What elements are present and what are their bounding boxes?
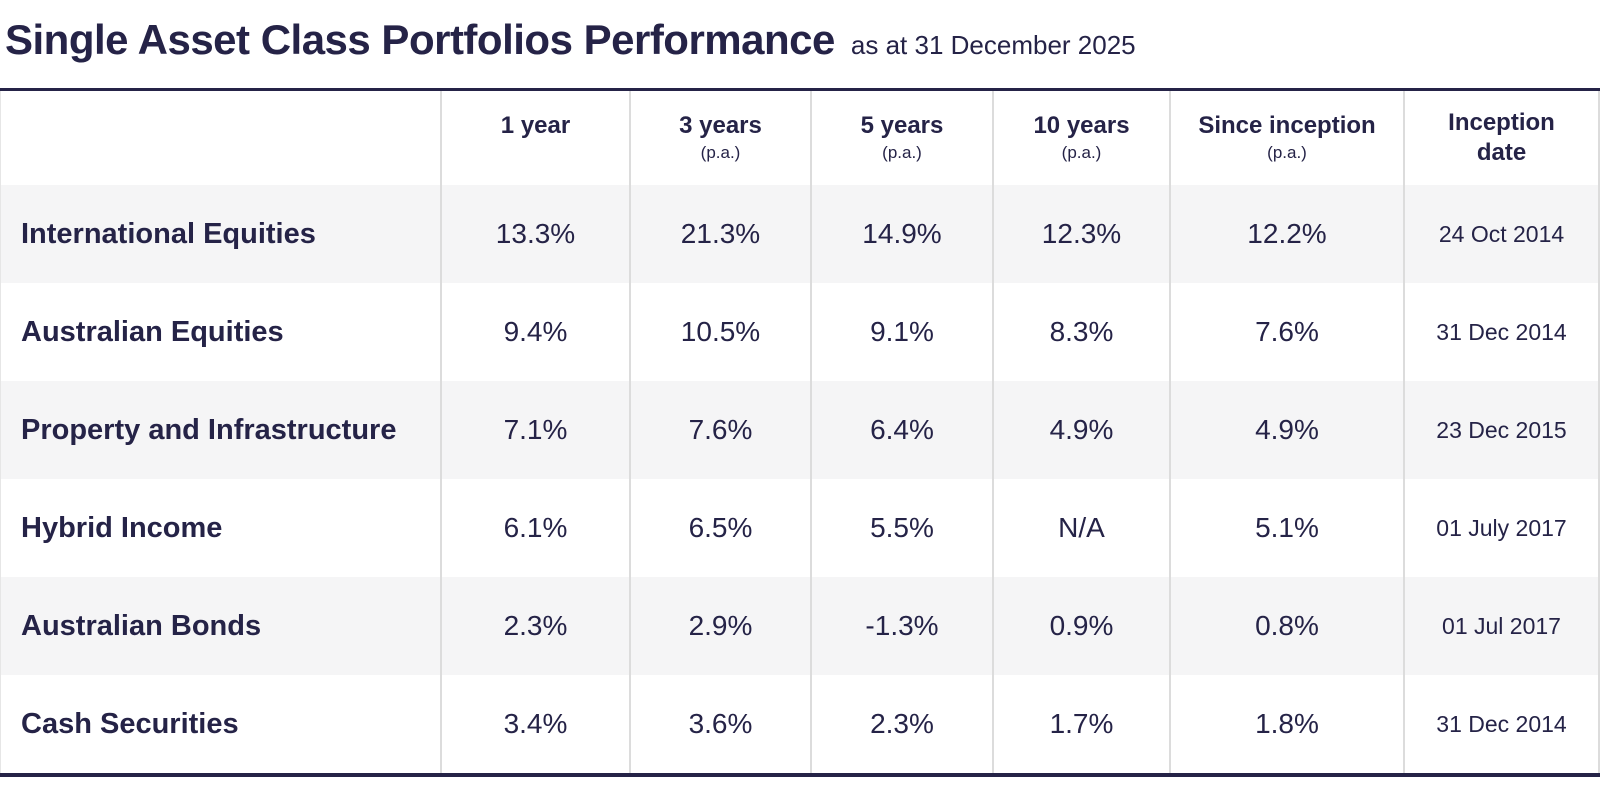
- as-at-date: as at 31 December 2025: [850, 30, 1136, 60]
- performance-value: 3.6%: [629, 675, 810, 773]
- header-cell-since-inception: Since inception (p.a.): [1169, 91, 1403, 185]
- table-row: Cash Securities 3.4% 3.6% 2.3% 1.7% 1.8% 31 De…: [0, 675, 1600, 773]
- column-header-sub: (p.a.): [700, 143, 741, 162]
- inception-date: 01 Jul 2017: [1403, 577, 1600, 675]
- performance-value: 4.9%: [992, 381, 1169, 479]
- column-header-label: 10 years: [1033, 112, 1130, 139]
- header-cell-1-year: 1 year: [440, 91, 629, 185]
- performance-value: 2.9%: [629, 577, 810, 675]
- portfolio-name: Property and Infrastructure: [0, 381, 440, 479]
- inception-date: 23 Dec 2015: [1403, 381, 1600, 479]
- performance-value: 6.1%: [440, 479, 629, 577]
- portfolio-name: International Equities: [0, 185, 440, 283]
- header-cell-5-years: 5 years (p.a.): [810, 91, 992, 185]
- performance-value: 14.9%: [810, 185, 992, 283]
- table-row: Australian Bonds 2.3% 2.9% -1.3% 0.9% 0.8% 01 …: [0, 577, 1600, 675]
- performance-value: 12.3%: [992, 185, 1169, 283]
- column-header-label: Since inception: [1198, 112, 1376, 139]
- performance-value: 7.1%: [440, 381, 629, 479]
- title-line: Single Asset Class Portfolios Performanc…: [5, 16, 1136, 64]
- column-header-sub: (p.a.): [1267, 143, 1307, 162]
- portfolio-name: Australian Equities: [0, 283, 440, 381]
- performance-value: 6.4%: [810, 381, 992, 479]
- column-header-label: 1 year: [500, 112, 571, 139]
- performance-value: 13.3%: [440, 185, 629, 283]
- table-row: Property and Infrastructure 7.1% 7.6% 6.4% 4…: [0, 381, 1600, 479]
- performance-value: 2.3%: [440, 577, 629, 675]
- performance-value: 3.4%: [440, 675, 629, 773]
- performance-value: 4.9%: [1169, 381, 1403, 479]
- performance-value: 0.8%: [1169, 577, 1403, 675]
- header-cell-blank: [0, 91, 440, 185]
- page-header: Single Asset Class Portfolios Performanc…: [0, 0, 1600, 88]
- performance-value: 21.3%: [629, 185, 810, 283]
- performance-value: 8.3%: [992, 283, 1169, 381]
- table-row: International Equities 13.3% 21.3% 14.9% 12.…: [0, 185, 1600, 283]
- table-body: International Equities 13.3% 21.3% 14.9% 12.…: [0, 185, 1600, 773]
- performance-value: 6.5%: [629, 479, 810, 577]
- performance-value: 1.7%: [992, 675, 1169, 773]
- table-header-row: 1 year 3 years (p.a.) 5 years (p.a.) 10 …: [0, 91, 1600, 185]
- performance-value: 1.8%: [1169, 675, 1403, 773]
- portfolio-name: Cash Securities: [0, 675, 440, 773]
- page-title: Single Asset Class Portfolios Performanc…: [5, 16, 835, 63]
- performance-value: 7.6%: [629, 381, 810, 479]
- performance-value: -1.3%: [810, 577, 992, 675]
- portfolio-name: Hybrid Income: [0, 479, 440, 577]
- performance-value: 9.1%: [810, 283, 992, 381]
- table-row: Hybrid Income 6.1% 6.5% 5.5% N/A 5.1% 01 July …: [0, 479, 1600, 577]
- performance-value: 7.6%: [1169, 283, 1403, 381]
- portfolio-name: Australian Bonds: [0, 577, 440, 675]
- column-header-sub: (p.a.): [1061, 143, 1102, 162]
- inception-date: 01 July 2017: [1403, 479, 1600, 577]
- inception-date: 24 Oct 2014: [1403, 185, 1600, 283]
- performance-value: 10.5%: [629, 283, 810, 381]
- performance-value: 2.3%: [810, 675, 992, 773]
- column-header-sub: (p.a.): [882, 143, 922, 162]
- performance-value: N/A: [992, 479, 1169, 577]
- performance-value: 9.4%: [440, 283, 629, 381]
- performance-value: 5.1%: [1169, 479, 1403, 577]
- header-cell-3-years: 3 years (p.a.): [629, 91, 810, 185]
- performance-value: 5.5%: [810, 479, 992, 577]
- inception-date: 31 Dec 2014: [1403, 283, 1600, 381]
- header-cell-inception-date: Inception date: [1403, 91, 1600, 185]
- performance-value: 12.2%: [1169, 185, 1403, 283]
- inception-date: 31 Dec 2014: [1403, 675, 1600, 773]
- performance-value: 0.9%: [992, 577, 1169, 675]
- column-header-label: 3 years: [679, 112, 762, 139]
- header-cell-10-years: 10 years (p.a.): [992, 91, 1169, 185]
- performance-table: 1 year 3 years (p.a.) 5 years (p.a.) 10 …: [0, 88, 1600, 777]
- column-header-label: 5 years: [860, 112, 944, 139]
- column-header-label: Inception date: [1448, 109, 1555, 166]
- table-row: Australian Equities 9.4% 10.5% 9.1% 8.3% 7.6%…: [0, 283, 1600, 381]
